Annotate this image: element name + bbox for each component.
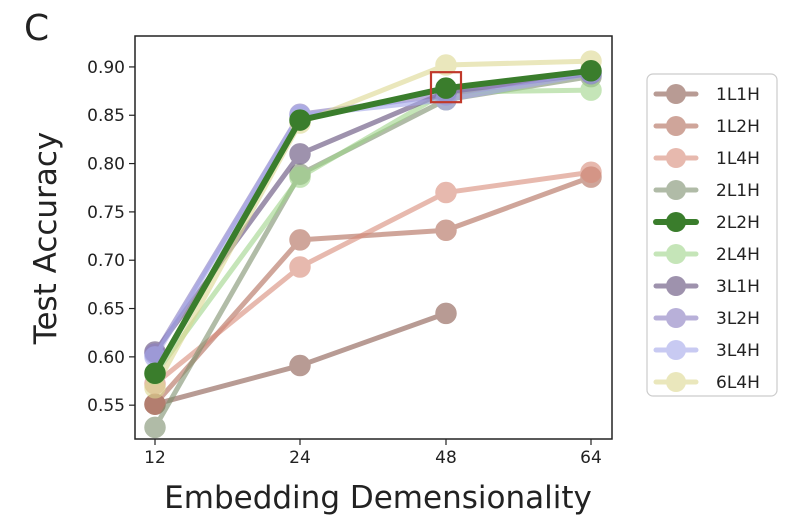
series-line-3L4H [152, 71, 594, 360]
y-tick-label: 0.65 [87, 300, 125, 320]
data-point-1L4H [580, 161, 602, 184]
legend-label: 1L1H [716, 85, 760, 105]
legend-swatch [653, 116, 699, 136]
legend-swatch [653, 308, 699, 328]
highlight-box [429, 71, 463, 104]
legend-swatch [653, 244, 699, 264]
data-point-2L2H [289, 109, 311, 131]
series-2L2H [144, 60, 602, 385]
series-line-6L4H [152, 58, 594, 391]
legend-swatch-marker [666, 276, 686, 296]
legend-swatch-marker [666, 244, 686, 264]
data-point-1L1H [435, 302, 457, 325]
data-point-1L4H [435, 181, 457, 204]
panel-letter: C [24, 8, 49, 49]
legend-swatch [653, 212, 699, 232]
data-point-3L1H [289, 143, 311, 165]
y-tick-label: 0.85 [87, 106, 125, 126]
legend-label: 2L2H [716, 213, 760, 233]
legend-swatch-marker [666, 84, 686, 104]
x-axis-title: Embedding Demensionality [164, 480, 592, 516]
legend-label: 3L4H [716, 341, 760, 361]
legend-swatch-marker [666, 148, 686, 168]
legend-label: 3L2H [716, 309, 760, 329]
y-tick-label: 0.80 [87, 155, 125, 175]
legend-item: 2L2H [653, 212, 760, 233]
legend-item: 3L1H [653, 276, 760, 297]
legend-label: 3L1H [716, 277, 760, 297]
data-point-2L2H [580, 60, 602, 82]
legend-swatch-marker [666, 372, 686, 392]
data-point-2L1H [144, 416, 166, 439]
legend-item: 3L2H [653, 308, 760, 329]
x-tick-label: 64 [580, 448, 602, 468]
legend-swatch [653, 148, 699, 168]
data-point-1L4H [289, 256, 311, 278]
legend-item: 2L4H [653, 244, 760, 265]
legend-label: 1L4H [716, 149, 760, 169]
data-point-2L4H [289, 166, 311, 188]
data-point-1L2H [435, 219, 457, 242]
x-axis: 12 24 48 64 [144, 439, 602, 468]
highlight-group [429, 71, 463, 104]
plot-frame [134, 35, 613, 440]
legend-item: 2L1H [653, 180, 760, 201]
legend: 1L1H 1L2H 1L4H 2L1H 2L2H 2L4H 3L1H 3L2H 3L4H 6L4H [646, 73, 778, 397]
legend-swatch [653, 340, 699, 360]
legend-items: 1L1H 1L2H 1L4H 2L1H 2L2H 2L4H 3L1H 3L2H 3L4H 6L4H [653, 84, 760, 393]
y-tick-label: 0.75 [87, 203, 125, 223]
y-tick-label: 0.90 [87, 58, 125, 78]
legend-swatch [653, 180, 699, 200]
series-group [144, 50, 602, 439]
y-axis-title: Test Accuracy [28, 132, 64, 345]
y-tick-label: 0.55 [87, 396, 125, 416]
legend-swatch-marker [666, 180, 686, 200]
legend-swatch-marker [666, 116, 686, 136]
legend-label: 1L2H [716, 117, 760, 137]
data-point-2L2H [435, 77, 457, 99]
legend-swatch-marker [666, 308, 686, 328]
data-point-1L1H [289, 354, 311, 377]
legend-swatch [653, 84, 699, 104]
y-tick-label: 0.70 [87, 251, 125, 271]
legend-item: 3L4H [653, 340, 760, 361]
data-point-2L2H [144, 362, 166, 385]
x-tick-label: 12 [144, 448, 166, 468]
legend-item: 6L4H [653, 372, 760, 393]
series-line-2L4H [152, 87, 594, 377]
legend-swatch-marker [666, 212, 686, 232]
y-tick-label: 0.60 [87, 348, 125, 368]
x-tick-label: 48 [435, 448, 457, 468]
x-tick-label: 24 [289, 448, 311, 468]
data-point-1L2H [289, 229, 311, 251]
legend-swatch [653, 372, 699, 392]
legend-label: 2L1H [716, 181, 760, 201]
legend-swatch [653, 276, 699, 296]
data-point-6L4H [435, 54, 457, 76]
legend-item: 1L1H [653, 84, 760, 105]
series-line-1L2H [152, 174, 594, 407]
legend-item: 1L2H [653, 116, 760, 137]
legend-item: 1L4H [653, 148, 760, 169]
legend-swatch-marker [666, 340, 686, 360]
series-line-2L2H [152, 67, 594, 377]
plot-area [134, 35, 613, 440]
legend-label: 6L4H [716, 373, 760, 393]
legend-label: 2L4H [716, 245, 760, 265]
series-line-1L4H [152, 169, 594, 387]
y-axis: 0.55 0.60 0.65 0.70 0.75 0.80 0.85 0.90 [87, 58, 135, 416]
